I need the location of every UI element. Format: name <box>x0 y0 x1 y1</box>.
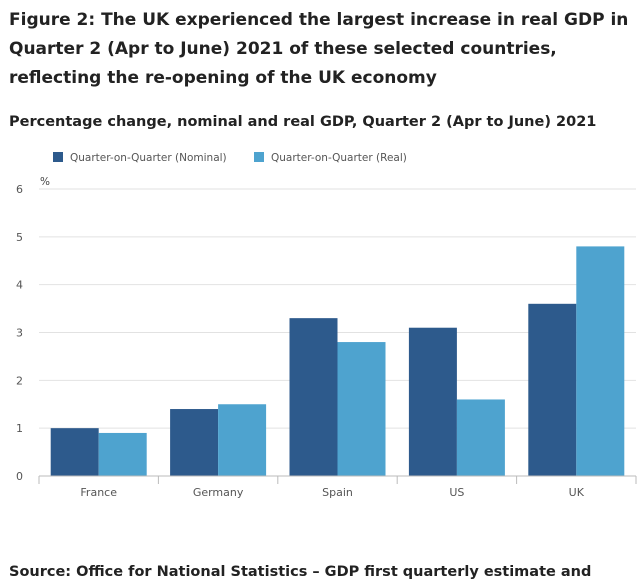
y-tick-label-1: 1 <box>16 422 23 435</box>
bar-uk-real <box>576 246 625 476</box>
y-tick-label-5: 5 <box>16 231 23 244</box>
bar-uk-nominal <box>528 303 577 476</box>
bar-us-real <box>456 399 505 476</box>
chart-subtitle: Percentage change, nominal and real GDP,… <box>9 114 597 130</box>
y-axis-unit: % <box>40 176 50 188</box>
x-tick-label-france: France <box>80 486 117 499</box>
bar-france-real <box>98 432 147 476</box>
bar-spain-nominal <box>289 318 338 476</box>
x-tick-label-us: US <box>449 486 464 499</box>
x-tick-label-spain: Spain <box>322 486 353 499</box>
figure-title: Figure 2: The UK experienced the largest… <box>9 10 629 88</box>
bar-chart: Quarter-on-Quarter (Nominal) Quarter-on-Q… <box>16 152 637 499</box>
y-tick-label-4: 4 <box>16 279 23 292</box>
y-tick-label-2: 2 <box>16 374 23 387</box>
bar-us-nominal <box>408 327 457 476</box>
x-tick-label-germany: Germany <box>193 486 244 499</box>
bar-germany-nominal <box>170 409 219 476</box>
legend-label-real: Quarter-on-Quarter (Real) <box>271 152 407 164</box>
bar-spain-real <box>337 342 386 476</box>
y-tick-label-6: 6 <box>16 183 23 196</box>
legend-swatch-nominal <box>53 152 63 162</box>
legend-label-nominal: Quarter-on-Quarter (Nominal) <box>70 152 227 164</box>
y-tick-label-0: 0 <box>16 470 23 483</box>
y-tick-label-3: 3 <box>16 327 23 340</box>
legend-swatch-real <box>254 152 264 162</box>
bar-france-nominal <box>50 428 99 476</box>
source-note: Source: Office for National Statistics –… <box>9 564 592 580</box>
bar-germany-real <box>218 404 267 476</box>
x-tick-label-uk: UK <box>569 486 585 499</box>
